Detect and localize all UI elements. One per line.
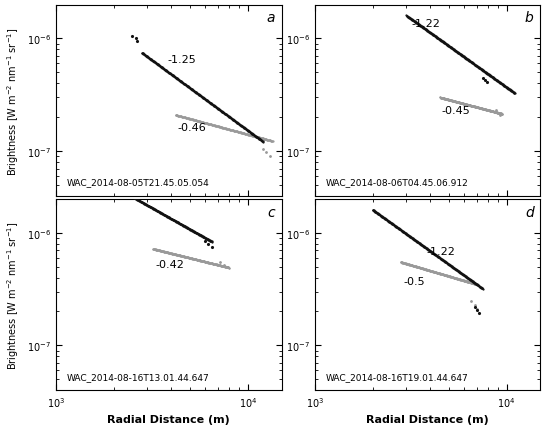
Text: -1.22: -1.22	[426, 246, 455, 256]
Y-axis label: Brightness [W m$^{-2}$ nm$^{-1}$ sr$^{-1}$]: Brightness [W m$^{-2}$ nm$^{-1}$ sr$^{-1…	[5, 221, 21, 369]
Text: d: d	[525, 205, 533, 219]
X-axis label: Radial Distance (m): Radial Distance (m)	[366, 415, 489, 424]
Text: c: c	[267, 205, 275, 219]
Text: -1.22: -1.22	[412, 18, 441, 28]
Text: WAC_2014-08-06T04.45.06.912: WAC_2014-08-06T04.45.06.912	[326, 178, 469, 187]
X-axis label: Radial Distance (m): Radial Distance (m)	[108, 415, 230, 424]
Text: a: a	[266, 11, 275, 25]
Text: -1.25: -1.25	[167, 55, 196, 65]
Text: WAC_2014-08-16T19.01.44.647: WAC_2014-08-16T19.01.44.647	[326, 372, 469, 381]
Text: -0.96: -0.96	[0, 429, 1, 430]
Text: -0.46: -0.46	[177, 123, 206, 132]
Text: WAC_2014-08-16T13.01.44.647: WAC_2014-08-16T13.01.44.647	[67, 372, 210, 381]
Text: -0.45: -0.45	[442, 105, 471, 115]
Y-axis label: Brightness [W m$^{-2}$ nm$^{-1}$ sr$^{-1}$]: Brightness [W m$^{-2}$ nm$^{-1}$ sr$^{-1…	[5, 27, 21, 175]
Text: WAC_2014-08-05T21.45.05.054: WAC_2014-08-05T21.45.05.054	[67, 178, 210, 187]
Text: -0.5: -0.5	[403, 276, 425, 286]
Text: b: b	[525, 11, 533, 25]
Text: -0.42: -0.42	[156, 259, 185, 269]
